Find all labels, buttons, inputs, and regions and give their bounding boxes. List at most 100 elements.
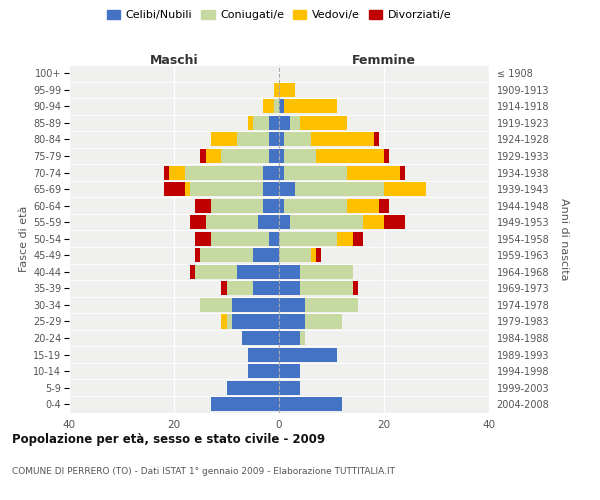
Bar [274,83,279,97]
Bar [284,198,347,212]
Bar [253,282,279,296]
Bar [279,248,311,262]
Bar [263,100,274,114]
Bar [279,215,290,229]
Bar [300,331,305,345]
Bar [311,132,373,146]
Y-axis label: Fasce di età: Fasce di età [19,206,29,272]
Bar [363,215,384,229]
Bar [305,298,358,312]
Text: Popolazione per età, sesso e stato civile - 2009: Popolazione per età, sesso e stato civil… [12,432,325,446]
Bar [279,364,300,378]
Bar [169,166,185,179]
Bar [279,166,284,179]
Bar [253,248,279,262]
Bar [227,380,279,394]
Bar [279,282,300,296]
Bar [337,232,353,246]
Bar [279,83,295,97]
Bar [205,149,221,163]
Bar [232,298,279,312]
Bar [279,380,300,394]
Bar [347,198,379,212]
Bar [274,100,279,114]
Bar [353,282,358,296]
Bar [242,331,279,345]
Bar [269,132,279,146]
Bar [373,132,379,146]
Bar [253,116,269,130]
Bar [269,232,279,246]
Bar [316,248,321,262]
Bar [190,182,263,196]
Bar [195,198,211,212]
Bar [269,149,279,163]
Bar [232,314,279,328]
Bar [316,149,384,163]
Bar [284,149,316,163]
Bar [384,182,426,196]
Bar [279,331,300,345]
Bar [269,116,279,130]
Bar [279,132,284,146]
Bar [300,265,353,279]
Bar [284,100,337,114]
Bar [195,265,237,279]
Bar [195,248,200,262]
Bar [263,166,279,179]
Bar [248,116,253,130]
Bar [211,132,237,146]
Bar [195,232,211,246]
Bar [200,149,205,163]
Bar [279,100,284,114]
Bar [221,149,269,163]
Text: Femmine: Femmine [352,54,416,66]
Bar [190,215,205,229]
Bar [263,182,279,196]
Bar [185,166,263,179]
Bar [190,265,195,279]
Y-axis label: Anni di nascita: Anni di nascita [559,198,569,280]
Bar [279,182,295,196]
Bar [163,166,169,179]
Bar [279,397,342,411]
Bar [284,132,311,146]
Bar [237,265,279,279]
Text: Maschi: Maschi [149,54,199,66]
Bar [300,282,353,296]
Bar [279,298,305,312]
Bar [205,215,258,229]
Bar [227,314,232,328]
Bar [384,149,389,163]
Bar [200,248,253,262]
Bar [279,198,284,212]
Bar [211,232,269,246]
Bar [353,232,363,246]
Bar [279,149,284,163]
Bar [221,282,227,296]
Bar [258,215,279,229]
Bar [347,166,400,179]
Bar [290,116,300,130]
Bar [237,132,269,146]
Bar [311,248,316,262]
Bar [185,182,190,196]
Bar [163,182,185,196]
Bar [279,116,290,130]
Bar [284,166,347,179]
Bar [379,198,389,212]
Bar [279,314,305,328]
Legend: Celibi/Nubili, Coniugati/e, Vedovi/e, Divorziati/e: Celibi/Nubili, Coniugati/e, Vedovi/e, Di… [103,6,455,25]
Bar [279,232,337,246]
Bar [290,215,363,229]
Bar [295,182,384,196]
Bar [221,314,227,328]
Bar [279,348,337,362]
Bar [279,265,300,279]
Bar [400,166,405,179]
Bar [305,314,342,328]
Bar [300,116,347,130]
Bar [227,282,253,296]
Bar [248,364,279,378]
Bar [211,198,263,212]
